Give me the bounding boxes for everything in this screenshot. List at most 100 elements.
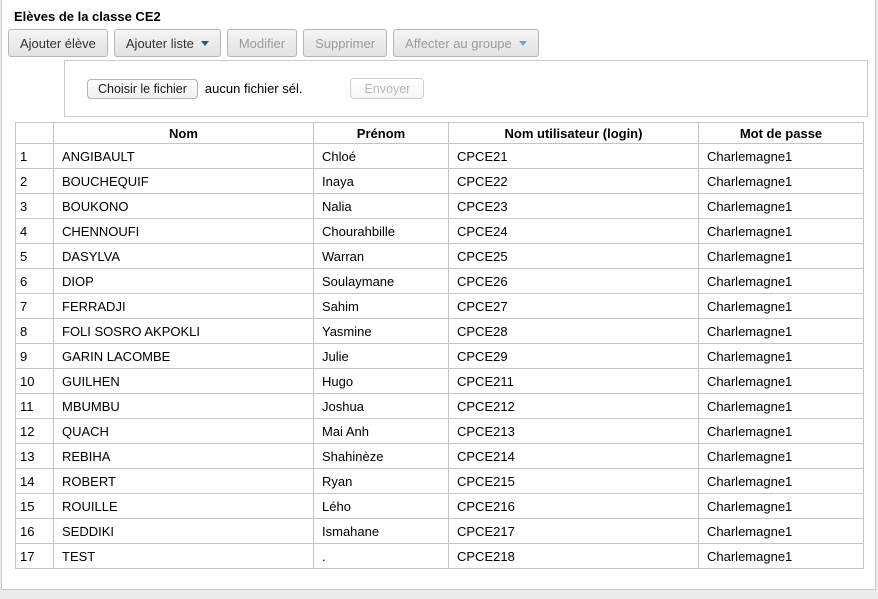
nom-cell: CHENNOUFI <box>53 218 314 244</box>
header-row-number <box>15 122 54 144</box>
delete-button-label: Supprimer <box>315 35 376 51</box>
table-header-row: Nom Prénom Nom utilisateur (login) Mot d… <box>15 122 864 144</box>
password-cell: Charlemagne1 <box>698 218 864 244</box>
prenom-cell: . <box>313 543 449 569</box>
login-cell: CPCE21 <box>448 143 699 169</box>
table-row[interactable]: 15 ROUILLE Lého CPCE216 Charlemagne1 <box>15 493 864 519</box>
prenom-cell: Sahim <box>313 293 449 319</box>
nom-cell: REBIHA <box>53 443 314 469</box>
prenom-cell: Inaya <box>313 168 449 194</box>
assign-to-group-button-label: Affecter au groupe <box>405 35 512 51</box>
login-cell: CPCE212 <box>448 393 699 419</box>
choose-file-button[interactable]: Choisir le fichier <box>87 78 198 99</box>
nom-cell: SEDDIKI <box>53 518 314 544</box>
table-row[interactable]: 1 ANGIBAULT Chloé CPCE21 Charlemagne1 <box>15 143 864 169</box>
table-row[interactable]: 14 ROBERT Ryan CPCE215 Charlemagne1 <box>15 468 864 494</box>
add-student-button[interactable]: Ajouter élève <box>8 29 108 57</box>
prenom-cell: Julie <box>313 343 449 369</box>
modify-button[interactable]: Modifier <box>226 29 298 57</box>
header-login: Nom utilisateur (login) <box>448 122 699 144</box>
send-file-button[interactable]: Envoyer <box>350 78 425 99</box>
prenom-cell: Nalia <box>313 193 449 219</box>
header-prenom: Prénom <box>313 122 449 144</box>
add-list-button-label: Ajouter liste <box>125 35 194 51</box>
table-row[interactable]: 9 GARIN LACOMBE Julie CPCE29 Charlemagne… <box>15 343 864 369</box>
nom-cell: ROBERT <box>53 468 314 494</box>
table-row[interactable]: 7 FERRADJI Sahim CPCE27 Charlemagne1 <box>15 293 864 319</box>
nom-cell: FERRADJI <box>53 293 314 319</box>
table-row[interactable]: 17 TEST . CPCE218 Charlemagne1 <box>15 543 864 569</box>
add-list-dropdown-button[interactable]: Ajouter liste <box>113 29 221 57</box>
login-cell: CPCE24 <box>448 218 699 244</box>
table-row[interactable]: 10 GUILHEN Hugo CPCE211 Charlemagne1 <box>15 368 864 394</box>
prenom-cell: Chourahbille <box>313 218 449 244</box>
password-cell: Charlemagne1 <box>698 543 864 569</box>
password-cell: Charlemagne1 <box>698 443 864 469</box>
table-row[interactable]: 4 CHENNOUFI Chourahbille CPCE24 Charlema… <box>15 218 864 244</box>
delete-button[interactable]: Supprimer <box>303 29 388 57</box>
file-status-label: aucun fichier sél. <box>204 81 303 96</box>
row-number-cell: 4 <box>15 218 54 244</box>
prenom-cell: Lého <box>313 493 449 519</box>
password-cell: Charlemagne1 <box>698 143 864 169</box>
row-number-cell: 6 <box>15 268 54 294</box>
login-cell: CPCE213 <box>448 418 699 444</box>
password-cell: Charlemagne1 <box>698 243 864 269</box>
header-password: Mot de passe <box>698 122 864 144</box>
file-upload-panel: Choisir le fichier aucun fichier sél. En… <box>64 60 868 117</box>
password-cell: Charlemagne1 <box>698 168 864 194</box>
prenom-cell: Warran <box>313 243 449 269</box>
password-cell: Charlemagne1 <box>698 468 864 494</box>
table-row[interactable]: 11 MBUMBU Joshua CPCE212 Charlemagne1 <box>15 393 864 419</box>
row-number-cell: 17 <box>15 543 54 569</box>
password-cell: Charlemagne1 <box>698 293 864 319</box>
table-row[interactable]: 2 BOUCHEQUIF Inaya CPCE22 Charlemagne1 <box>15 168 864 194</box>
table-row[interactable]: 8 FOLI SOSRO AKPOKLI Yasmine CPCE28 Char… <box>15 318 864 344</box>
prenom-cell: Mai Anh <box>313 418 449 444</box>
login-cell: CPCE22 <box>448 168 699 194</box>
prenom-cell: Ismahane <box>313 518 449 544</box>
login-cell: CPCE27 <box>448 293 699 319</box>
caret-down-icon <box>518 40 527 46</box>
login-cell: CPCE211 <box>448 368 699 394</box>
password-cell: Charlemagne1 <box>698 368 864 394</box>
password-cell: Charlemagne1 <box>698 193 864 219</box>
nom-cell: BOUKONO <box>53 193 314 219</box>
password-cell: Charlemagne1 <box>698 268 864 294</box>
table-row[interactable]: 6 DIOP Soulaymane CPCE26 Charlemagne1 <box>15 268 864 294</box>
login-cell: CPCE217 <box>448 518 699 544</box>
login-cell: CPCE25 <box>448 243 699 269</box>
table-row[interactable]: 3 BOUKONO Nalia CPCE23 Charlemagne1 <box>15 193 864 219</box>
header-nom: Nom <box>53 122 314 144</box>
login-cell: CPCE28 <box>448 318 699 344</box>
nom-cell: QUACH <box>53 418 314 444</box>
nom-cell: ROUILLE <box>53 493 314 519</box>
row-number-cell: 12 <box>15 418 54 444</box>
login-cell: CPCE216 <box>448 493 699 519</box>
password-cell: Charlemagne1 <box>698 418 864 444</box>
nom-cell: ANGIBAULT <box>53 143 314 169</box>
login-cell: CPCE214 <box>448 443 699 469</box>
table-row[interactable]: 5 DASYLVA Warran CPCE25 Charlemagne1 <box>15 243 864 269</box>
table-row[interactable]: 12 QUACH Mai Anh CPCE213 Charlemagne1 <box>15 418 864 444</box>
table-row[interactable]: 16 SEDDIKI Ismahane CPCE217 Charlemagne1 <box>15 518 864 544</box>
login-cell: CPCE215 <box>448 468 699 494</box>
nom-cell: DASYLVA <box>53 243 314 269</box>
assign-to-group-dropdown-button[interactable]: Affecter au groupe <box>393 29 539 57</box>
add-student-button-label: Ajouter élève <box>20 35 96 51</box>
nom-cell: MBUMBU <box>53 393 314 419</box>
row-number-cell: 16 <box>15 518 54 544</box>
password-cell: Charlemagne1 <box>698 518 864 544</box>
row-number-cell: 8 <box>15 318 54 344</box>
nom-cell: GUILHEN <box>53 368 314 394</box>
caret-down-icon <box>200 40 209 46</box>
table-row[interactable]: 13 REBIHA Shahinèze CPCE214 Charlemagne1 <box>15 443 864 469</box>
nom-cell: DIOP <box>53 268 314 294</box>
login-cell: CPCE218 <box>448 543 699 569</box>
password-cell: Charlemagne1 <box>698 343 864 369</box>
prenom-cell: Chloé <box>313 143 449 169</box>
nom-cell: TEST <box>53 543 314 569</box>
prenom-cell: Shahinèze <box>313 443 449 469</box>
row-number-cell: 10 <box>15 368 54 394</box>
